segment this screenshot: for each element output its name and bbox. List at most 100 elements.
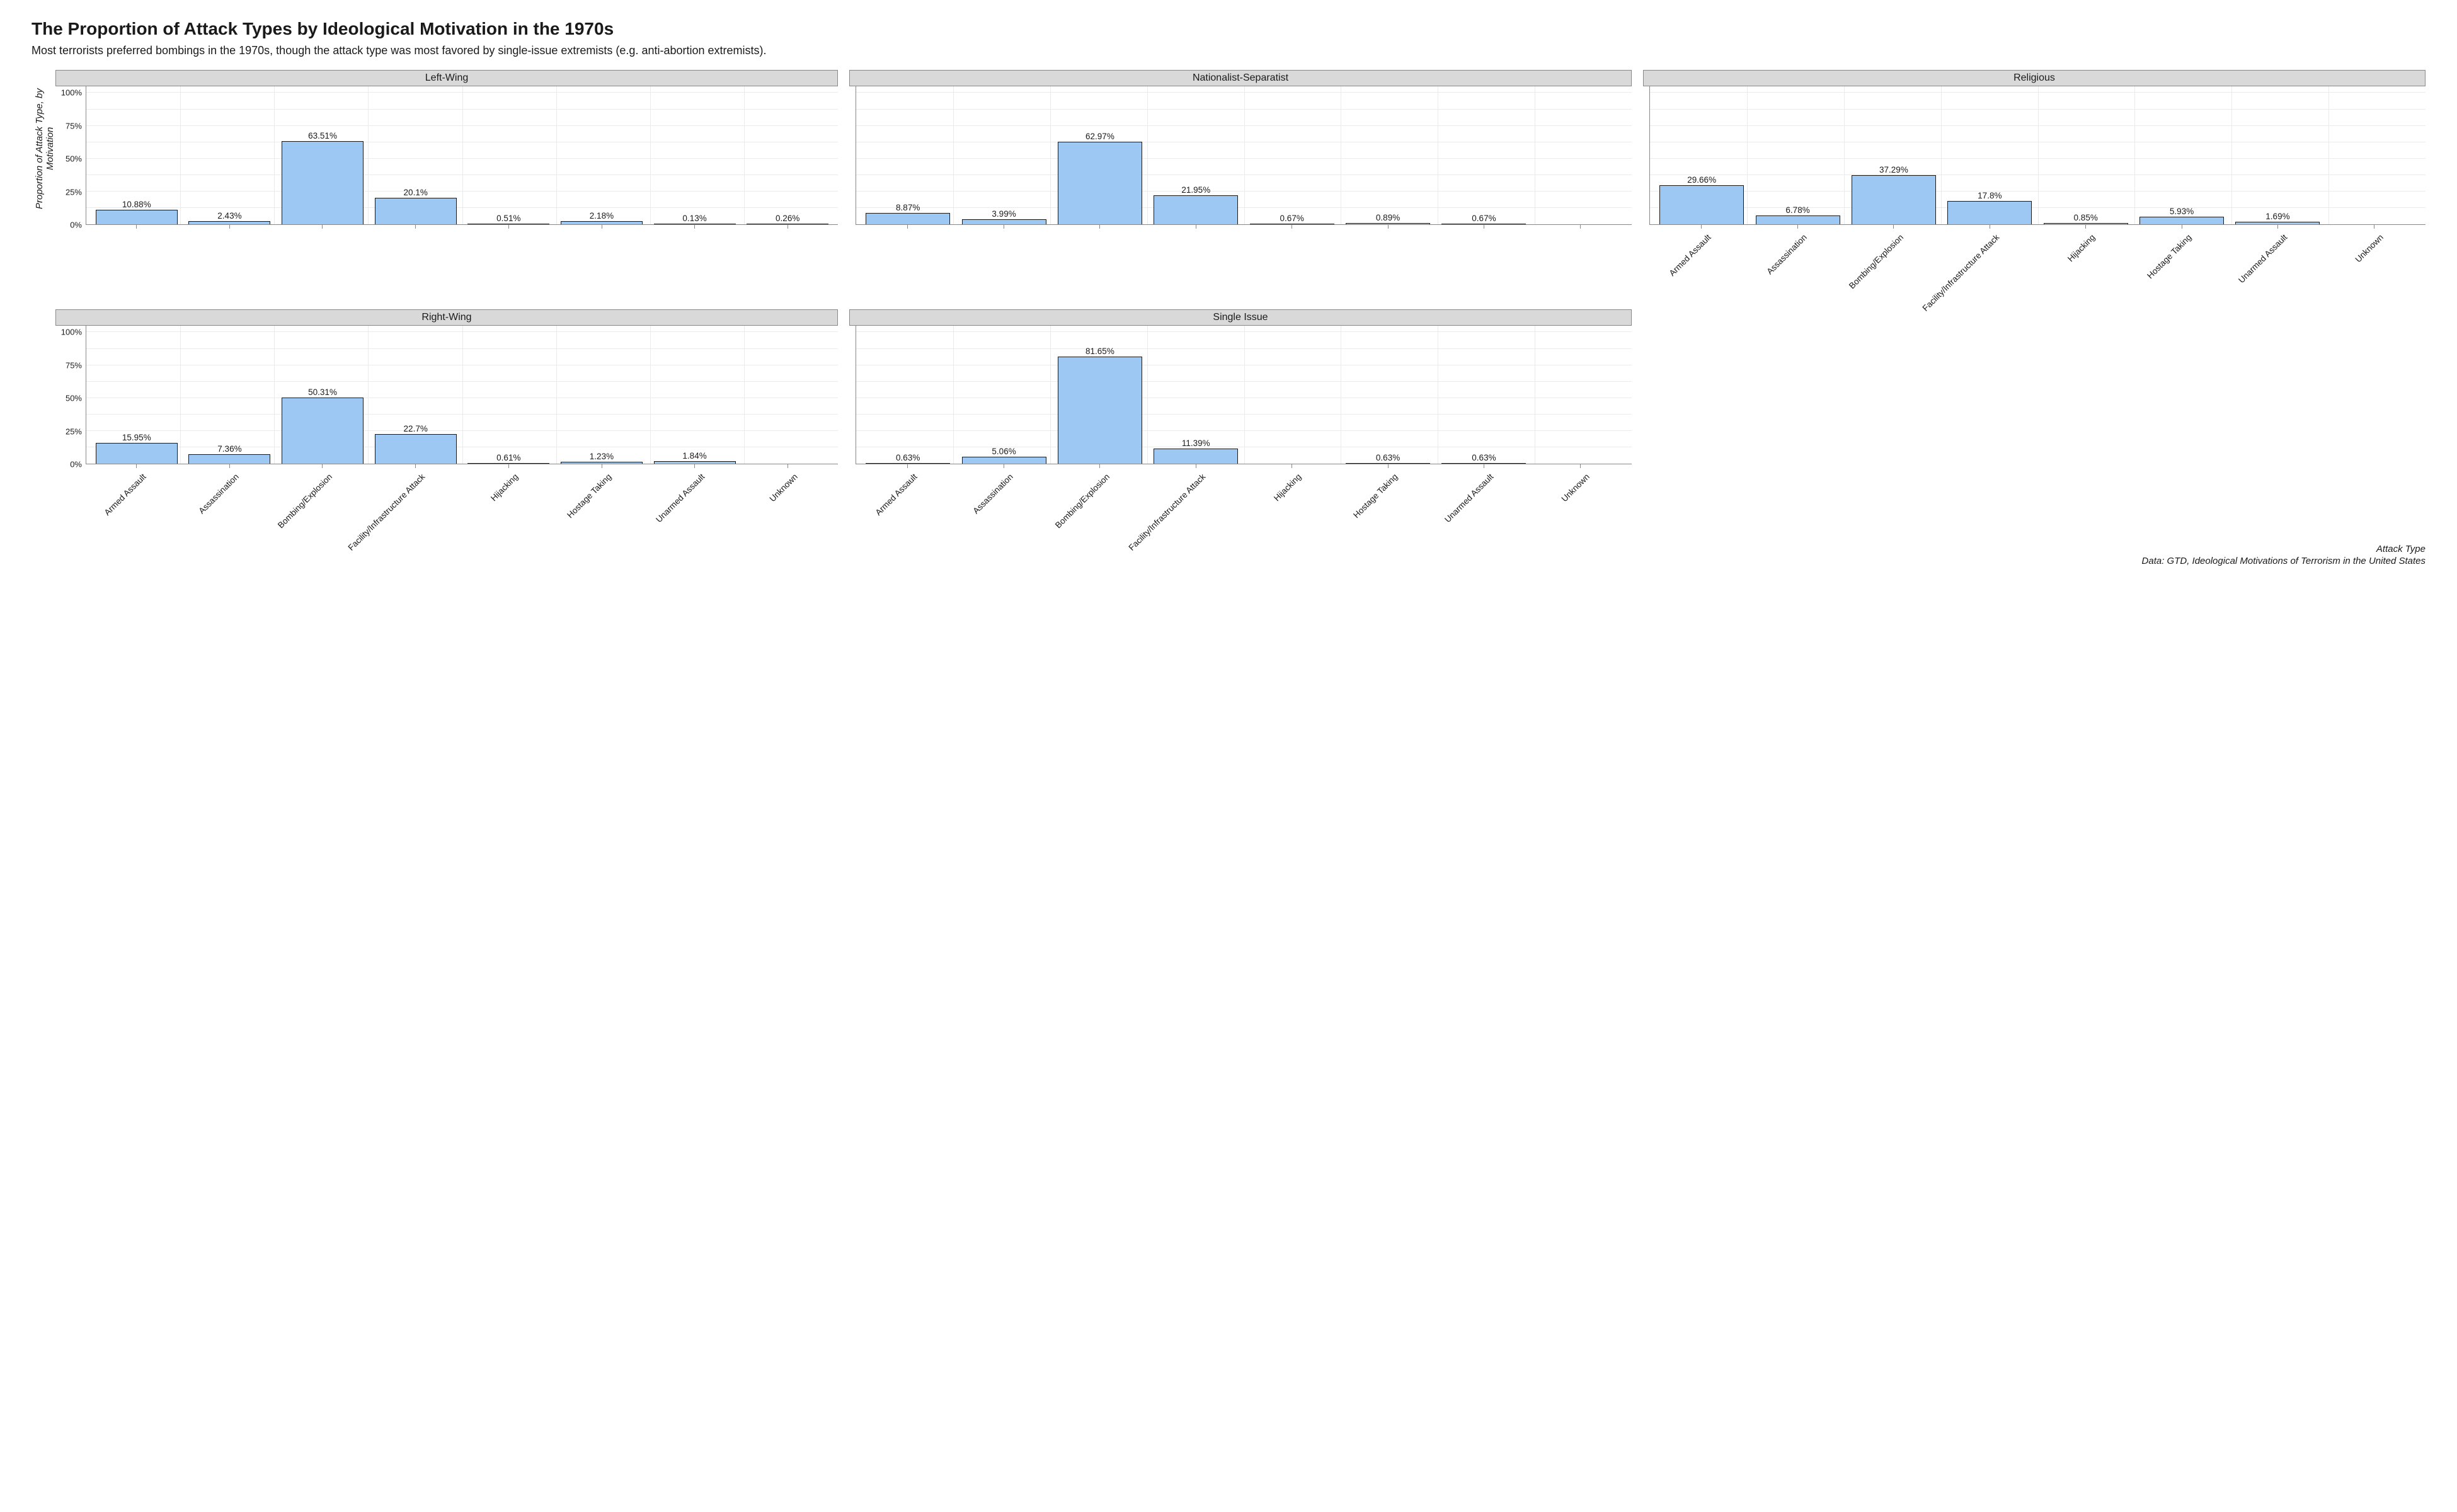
bar-value-label: 0.63% bbox=[896, 453, 920, 462]
bar-slot bbox=[1532, 86, 1628, 224]
bar-value-label: 8.87% bbox=[896, 203, 920, 212]
bar-slot: 0.51% bbox=[462, 86, 556, 224]
x-tick: Unknown bbox=[2354, 232, 2385, 264]
bar-value-label: 37.29% bbox=[1879, 165, 1908, 175]
x-tick: Unknown bbox=[767, 472, 799, 503]
bar-slot: 11.39% bbox=[1148, 326, 1244, 464]
bar-slot: 37.29% bbox=[1846, 86, 1942, 224]
bar-value-label: 7.36% bbox=[217, 444, 241, 454]
y-tick-labels: 100%75%50%25%0% bbox=[55, 86, 86, 225]
bar bbox=[654, 461, 736, 464]
y-axis-label: Proportion of Attack Type, by Motivation bbox=[32, 70, 55, 234]
bar-slot: 0.63% bbox=[1436, 326, 1532, 464]
plot-area: 10.88%2.43%63.51%20.1%0.51%2.18%0.13%0.2… bbox=[86, 86, 838, 225]
x-tick: Hijacking bbox=[2066, 232, 2097, 263]
facet-panel: Religious29.66%6.78%37.29%17.8%0.85%5.93… bbox=[1643, 70, 2426, 301]
bar-slot: 5.93% bbox=[2134, 86, 2230, 224]
bar-value-label: 0.61% bbox=[496, 453, 520, 462]
y-tick: 75% bbox=[66, 121, 82, 130]
facet-strip-label: Religious bbox=[1643, 70, 2426, 86]
bar-slot: 0.67% bbox=[1244, 86, 1340, 224]
bar-value-label: 0.85% bbox=[2074, 213, 2098, 222]
bar-value-label: 5.93% bbox=[2170, 207, 2194, 216]
x-tick: Armed Assault bbox=[874, 472, 919, 517]
bar-slot: 50.31% bbox=[276, 326, 369, 464]
x-tick: Bombing/Explosion bbox=[276, 472, 334, 530]
bar-value-label: 0.51% bbox=[496, 214, 520, 223]
chart-title: The Proportion of Attack Types by Ideolo… bbox=[32, 19, 2426, 39]
x-tick: Unknown bbox=[1560, 472, 1591, 503]
bar bbox=[866, 213, 950, 225]
bar bbox=[1756, 215, 1840, 224]
bar bbox=[2044, 223, 2128, 224]
x-tick: Armed Assault bbox=[102, 472, 147, 517]
bar-value-label: 5.06% bbox=[992, 447, 1016, 456]
bar-slot: 8.87% bbox=[860, 86, 956, 224]
facet-panel: Single Issue0.63%5.06%81.65%11.39%0.63%0… bbox=[849, 309, 1632, 540]
y-tick: 100% bbox=[61, 88, 82, 98]
facet-strip-label: Single Issue bbox=[849, 309, 1632, 326]
bar-value-label: 0.63% bbox=[1376, 453, 1400, 462]
bar bbox=[1852, 175, 1936, 224]
bar bbox=[1154, 449, 1238, 464]
bar bbox=[96, 210, 178, 224]
bar-value-label: 63.51% bbox=[308, 131, 337, 140]
y-tick: 100% bbox=[61, 328, 82, 337]
y-tick-labels: 100%75%50%25%0% bbox=[55, 326, 86, 464]
bar-value-label: 3.99% bbox=[992, 209, 1016, 219]
y-tick: 75% bbox=[66, 360, 82, 370]
facets-grid: Left-Wing100%75%50%25%0%10.88%2.43%63.51… bbox=[55, 70, 2426, 540]
facet-strip-label: Nationalist-Separatist bbox=[849, 70, 1632, 86]
bar-slot: 7.36% bbox=[183, 326, 277, 464]
bar bbox=[375, 434, 457, 464]
bar-slot: 0.13% bbox=[648, 86, 742, 224]
bar bbox=[467, 463, 549, 464]
bar bbox=[96, 443, 178, 464]
bar-slot: 0.26% bbox=[741, 86, 834, 224]
bar bbox=[2139, 217, 2224, 224]
y-tick: 0% bbox=[70, 460, 82, 469]
bar-value-label: 0.63% bbox=[1472, 453, 1496, 462]
x-axis-label: Attack Type bbox=[32, 544, 2426, 554]
bar bbox=[962, 457, 1046, 464]
x-tick: Hijacking bbox=[1273, 472, 1303, 503]
bar bbox=[282, 141, 364, 224]
bar-slot: 0.89% bbox=[1340, 86, 1436, 224]
bar-slot: 2.18% bbox=[555, 86, 648, 224]
bar bbox=[1154, 195, 1238, 224]
x-tick: Unarmed Assault bbox=[1443, 472, 1496, 524]
bar-slot: 6.78% bbox=[1750, 86, 1845, 224]
x-tick-labels: Armed AssaultAssassinationBombing/Explos… bbox=[86, 471, 838, 540]
bar-slot: 0.85% bbox=[2038, 86, 2134, 224]
facet-panel: Left-Wing100%75%50%25%0%10.88%2.43%63.51… bbox=[55, 70, 838, 301]
x-tick: Bombing/Explosion bbox=[1847, 232, 1905, 290]
x-tick: Assassination bbox=[971, 472, 1016, 516]
bar-value-label: 1.84% bbox=[682, 451, 706, 461]
bar-value-label: 11.39% bbox=[1182, 438, 1210, 448]
bar bbox=[1058, 142, 1142, 224]
bar bbox=[866, 463, 950, 464]
bar-slot: 0.63% bbox=[1340, 326, 1436, 464]
bar-slot: 0.61% bbox=[462, 326, 556, 464]
facet-panel: Right-Wing100%75%50%25%0%15.95%7.36%50.3… bbox=[55, 309, 838, 540]
bar bbox=[188, 221, 270, 224]
bar-slot bbox=[741, 326, 834, 464]
bar-slot: 21.95% bbox=[1148, 86, 1244, 224]
bar-value-label: 50.31% bbox=[308, 387, 337, 397]
bar-value-label: 2.18% bbox=[590, 211, 614, 220]
facet-panel: Nationalist-Separatist8.87%3.99%62.97%21… bbox=[849, 70, 1632, 301]
y-tick: 50% bbox=[66, 154, 82, 164]
bar-value-label: 15.95% bbox=[122, 433, 151, 442]
bar-value-label: 20.1% bbox=[404, 188, 428, 197]
bar bbox=[1346, 463, 1430, 464]
bar-value-label: 17.8% bbox=[1978, 191, 2002, 200]
bar-value-label: 6.78% bbox=[1785, 205, 1809, 215]
bar-slot: 81.65% bbox=[1052, 326, 1148, 464]
bar-value-label: 81.65% bbox=[1085, 346, 1114, 356]
bar-slot: 15.95% bbox=[90, 326, 183, 464]
x-tick: Hijacking bbox=[489, 472, 520, 503]
bar-value-label: 0.67% bbox=[1472, 214, 1496, 223]
x-tick: Unarmed Assault bbox=[654, 472, 706, 524]
bar-slot: 1.69% bbox=[2230, 86, 2325, 224]
plot-area: 0.63% 5.06% 81.65% 11.39% 0.63% 0.63% bbox=[856, 326, 1632, 464]
